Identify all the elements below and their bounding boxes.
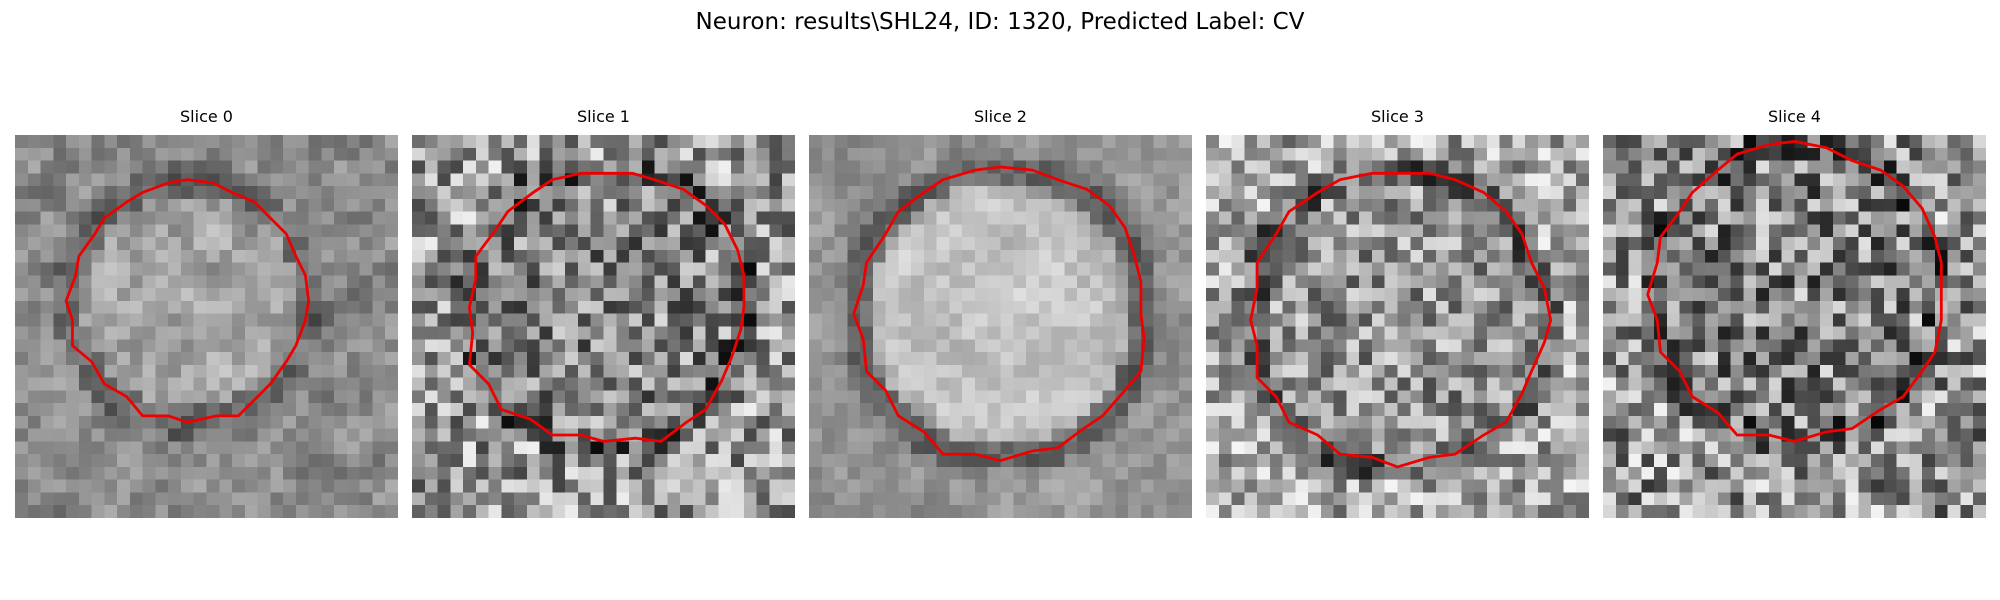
roi-contour bbox=[1249, 171, 1553, 469]
slice-panel-2: Slice 2 bbox=[809, 104, 1192, 518]
slice-title: Slice 0 bbox=[180, 107, 233, 126]
roi-contour bbox=[467, 171, 746, 443]
microscopy-slice-image bbox=[15, 135, 398, 518]
slice-panel-1: Slice 1 bbox=[412, 104, 795, 518]
microscopy-slice-image bbox=[412, 135, 795, 518]
slice-panel-4: Slice 4 bbox=[1603, 104, 1986, 518]
slice-title: Slice 4 bbox=[1768, 107, 1821, 126]
roi-contour bbox=[1646, 139, 1943, 443]
microscopy-slice-image bbox=[1603, 135, 1986, 518]
microscopy-slice-image bbox=[809, 135, 1192, 518]
slice-title: Slice 3 bbox=[1371, 107, 1424, 126]
slice-panel-0: Slice 0 bbox=[15, 104, 398, 518]
slice-title: Slice 1 bbox=[577, 107, 630, 126]
roi-contour bbox=[64, 178, 311, 424]
figure-title: Neuron: results\SHL24, ID: 1320, Predict… bbox=[695, 9, 1305, 35]
slice-title: Slice 2 bbox=[974, 107, 1027, 126]
microscopy-slice-image bbox=[1206, 135, 1589, 518]
roi-contour bbox=[852, 165, 1146, 463]
slice-panel-3: Slice 3 bbox=[1206, 104, 1589, 518]
